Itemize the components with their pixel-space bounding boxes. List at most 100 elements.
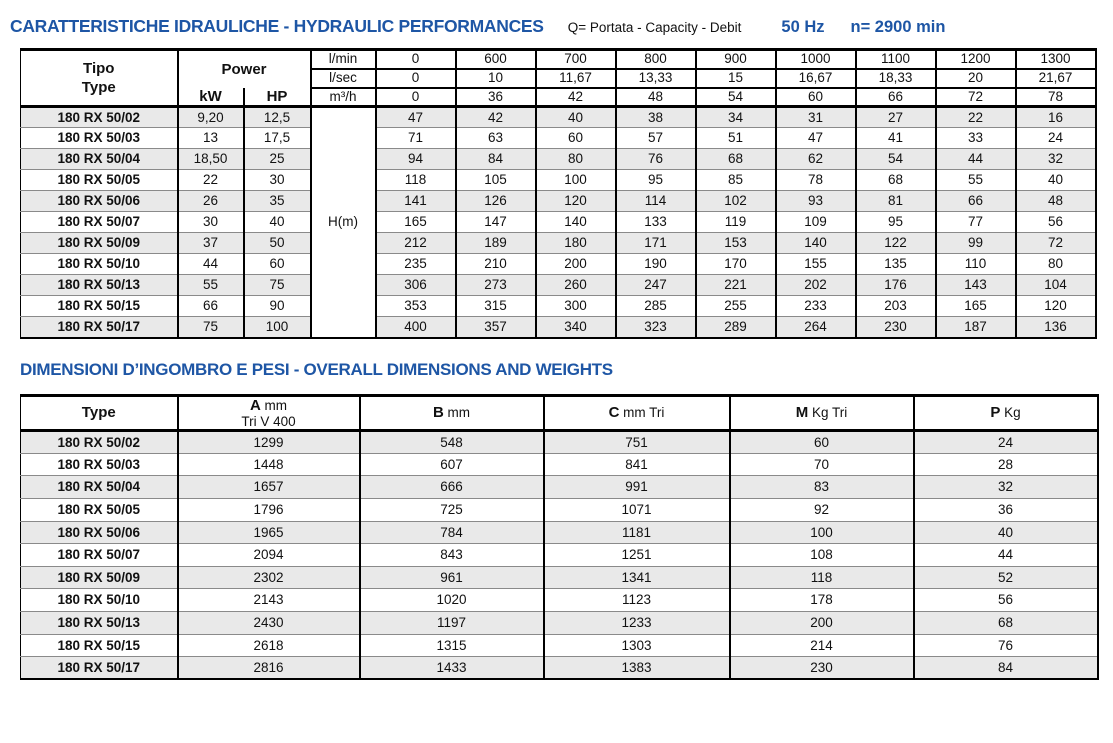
dimension-value-cell: 1181 (542, 520, 731, 545)
dimension-value-cell: 784 (358, 520, 545, 545)
head-value-cell: 180 (534, 232, 617, 254)
head-value-cell: 78 (774, 169, 857, 191)
dimension-row: 180 RX 50/02 1299 548 751 60 24 (20, 430, 1099, 454)
head-value-cell: 105 (454, 169, 537, 191)
flow-value-cell: 36 (454, 86, 537, 108)
pump-type-cell: 180 RX 50/03 (20, 127, 179, 149)
head-value-cell: 260 (534, 274, 617, 296)
flow-value-cell: 11,67 (534, 67, 617, 89)
dimension-column-header: B mm (358, 394, 545, 433)
flow-value-cell: 0 (374, 86, 457, 108)
flow-value-cell: 1100 (854, 48, 937, 70)
head-value-cell: 24 (1014, 127, 1097, 149)
head-value-cell: 44 (934, 148, 1017, 170)
head-value-cell: 84 (454, 148, 537, 170)
head-value-cell: 22 (934, 106, 1017, 128)
dimension-value-cell: 991 (542, 475, 731, 500)
pump-type-cell: 180 RX 50/13 (20, 274, 179, 296)
head-value-cell: 126 (454, 190, 537, 212)
head-value-cell: 147 (454, 211, 537, 233)
head-value-cell: 47 (774, 127, 857, 149)
hydraulic-title: CARATTERISTICHE IDRAULICHE - HYDRAULIC P… (10, 16, 544, 36)
dimension-value-cell: 1796 (176, 498, 361, 522)
dimension-value-cell: 1251 (542, 543, 731, 567)
dimension-value-cell: 60 (728, 430, 915, 454)
dimension-value-cell: 230 (728, 656, 915, 680)
head-value-cell: 300 (534, 295, 617, 317)
dimension-value-cell: 76 (912, 633, 1099, 658)
pump-type-cell: 180 RX 50/03 (20, 452, 179, 477)
frequency-label: 50 Hz (781, 18, 825, 36)
head-value-cell: 176 (854, 274, 937, 296)
pump-type-cell: 180 RX 50/09 (20, 565, 179, 590)
head-value-cell: 80 (534, 148, 617, 170)
head-value-cell: 68 (694, 148, 777, 170)
kw-value-cell: 22 (176, 169, 245, 191)
pump-type-cell: 180 RX 50/17 (20, 316, 179, 338)
head-value-cell: 189 (454, 232, 537, 254)
pump-row: 180 RX 50/13 55 75 306 273 260 247 221 202 176 143… (20, 274, 1097, 296)
dimension-value-cell: 2094 (176, 543, 361, 567)
head-value-cell: 212 (374, 232, 457, 254)
head-value-cell: 94 (374, 148, 457, 170)
dimension-value-cell: 32 (912, 475, 1099, 500)
head-value-cell: 68 (854, 169, 937, 191)
dimension-value-cell: 2618 (176, 633, 361, 658)
kw-value-cell: 66 (176, 295, 245, 317)
flow-value-cell: 42 (534, 86, 617, 108)
head-value-cell: 33 (934, 127, 1017, 149)
head-value-cell: 16 (1014, 106, 1097, 128)
header-row: Type A mm Tri V 400 B mm C mm Tri M Kg Tri P K… (20, 394, 1099, 433)
head-value-cell: 109 (774, 211, 857, 233)
head-value-cell: 119 (694, 211, 777, 233)
pump-row: 180 RX 50/04 18,50 25 94 84 80 76 68 62 54 44 32 (20, 148, 1097, 170)
head-value-cell: 42 (454, 106, 537, 128)
head-value-cell: 120 (1014, 295, 1097, 317)
dimension-row: 180 RX 50/04 1657 666 991 83 32 (20, 475, 1099, 500)
pump-type-cell: 180 RX 50/07 (20, 211, 179, 233)
hp-value-cell: 35 (242, 190, 312, 212)
kw-value-cell: 30 (176, 211, 245, 233)
head-value-cell: 99 (934, 232, 1017, 254)
pump-type-cell: 180 RX 50/04 (20, 148, 179, 170)
dimension-value-cell: 1233 (542, 611, 731, 635)
head-value-cell: 143 (934, 274, 1017, 296)
pump-row: 180 RX 50/07 30 40 165 147 140 133 119 109 95 77 56 (20, 211, 1097, 233)
header-row: kW HP m³/h 0 36 42 48 54 60 66 72 78 (21, 86, 1097, 108)
head-value-cell: 48 (1014, 190, 1097, 212)
head-value-cell: 340 (534, 316, 617, 338)
flow-value-cell: 0 (374, 67, 457, 89)
dimension-value-cell: 961 (358, 565, 545, 590)
dimension-value-cell: 178 (728, 588, 915, 613)
dimension-value-cell: 40 (912, 520, 1099, 545)
head-value-cell: 200 (534, 253, 617, 275)
head-value-cell: 38 (614, 106, 697, 128)
hp-value-cell: 90 (242, 295, 312, 317)
flow-value-cell: 78 (1014, 86, 1097, 108)
flow-legend: Q= Portata - Capacity - Debit (567, 20, 742, 35)
head-value-cell: 357 (454, 316, 537, 338)
dimension-value-cell: 108 (728, 543, 915, 567)
type-header-cell: Type (20, 394, 179, 433)
head-value-cell: 273 (454, 274, 537, 296)
pump-type-cell: 180 RX 50/05 (20, 169, 179, 191)
kw-value-cell: 18,50 (176, 148, 245, 170)
kw-value-cell: 44 (176, 253, 245, 275)
dimension-row: 180 RX 50/07 2094 843 1251 108 44 (20, 543, 1099, 567)
pump-type-cell: 180 RX 50/05 (20, 498, 179, 522)
head-value-cell: 122 (854, 232, 937, 254)
head-value-cell: 85 (694, 169, 777, 191)
head-value-cell: 153 (694, 232, 777, 254)
head-value-cell: 76 (614, 148, 697, 170)
pump-type-cell: 180 RX 50/06 (20, 520, 179, 545)
head-value-cell: 66 (934, 190, 1017, 212)
head-value-cell: 63 (454, 127, 537, 149)
pump-type-cell: 180 RX 50/04 (20, 475, 179, 500)
dimension-value-cell: 2302 (176, 565, 361, 590)
flow-value-cell: 66 (854, 86, 937, 108)
pump-type-cell: 180 RX 50/06 (20, 190, 179, 212)
flow-value-cell: 0 (374, 48, 457, 70)
header-row: l/sec 0 10 11,67 13,33 15 16,67 18,33 20 21,67 (21, 67, 1097, 89)
head-value-cell: 135 (854, 253, 937, 275)
head-value-cell: 155 (774, 253, 857, 275)
